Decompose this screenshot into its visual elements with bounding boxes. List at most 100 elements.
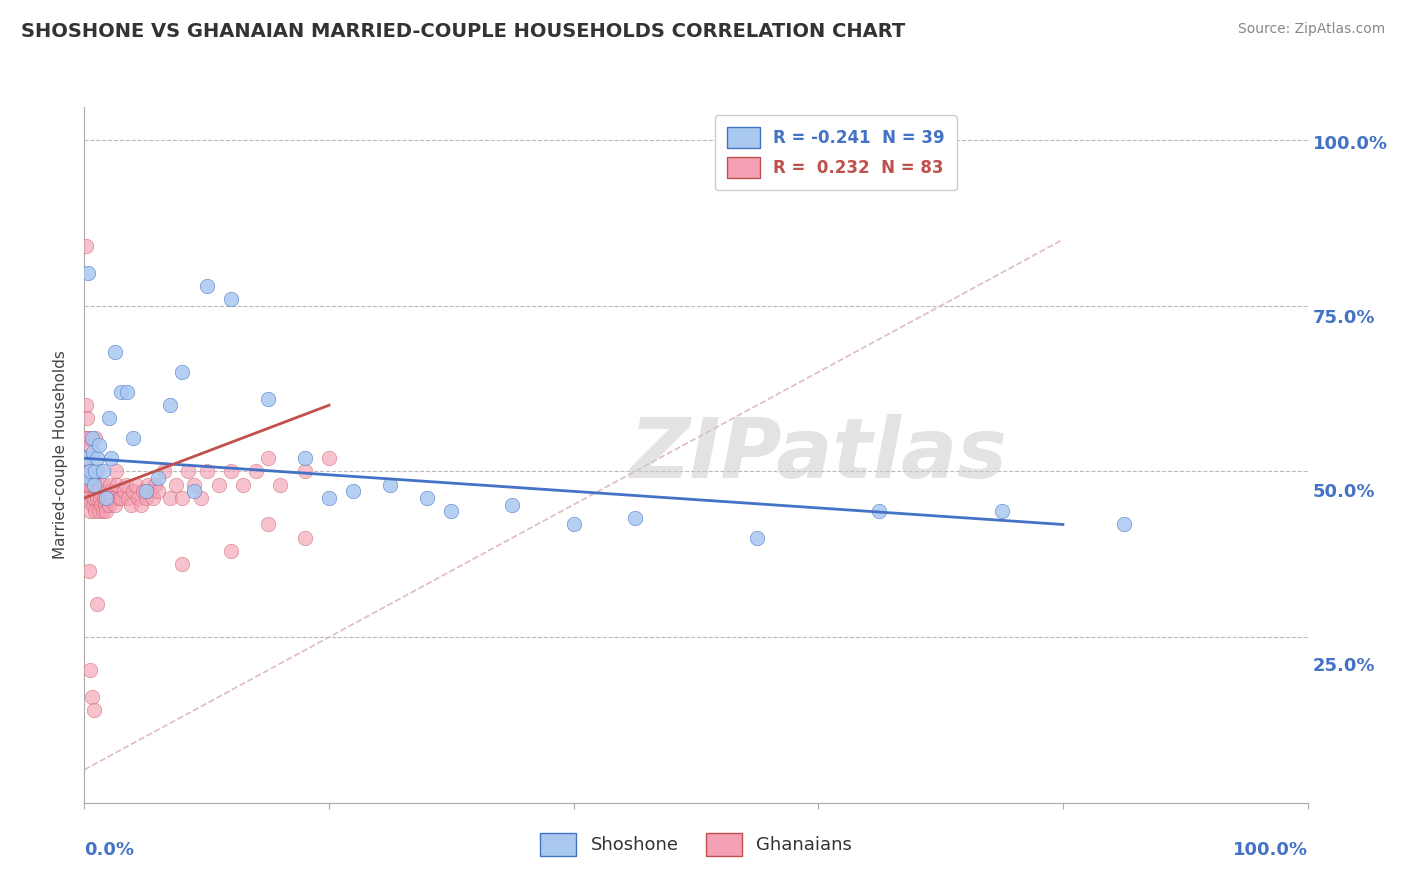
Point xyxy=(87,504,110,518)
Point xyxy=(294,451,316,466)
Point xyxy=(77,471,100,485)
Point xyxy=(75,239,97,253)
Point xyxy=(991,504,1014,518)
Point xyxy=(82,471,104,485)
Point xyxy=(104,345,127,359)
Point xyxy=(98,477,121,491)
Point xyxy=(76,477,98,491)
Point xyxy=(122,431,145,445)
Point xyxy=(94,498,117,512)
Point xyxy=(416,491,439,505)
Point xyxy=(112,484,135,499)
Point xyxy=(96,491,118,505)
Point xyxy=(172,365,194,379)
Point xyxy=(77,431,100,445)
Point xyxy=(82,498,104,512)
Point xyxy=(100,484,122,499)
Point xyxy=(87,438,110,452)
Point xyxy=(219,292,242,306)
Point xyxy=(79,438,101,452)
Point xyxy=(83,477,105,491)
Point xyxy=(89,491,111,505)
Point xyxy=(257,517,280,532)
Point xyxy=(83,703,105,717)
Point xyxy=(294,531,316,545)
Point xyxy=(104,498,127,512)
Point xyxy=(83,491,105,505)
Point xyxy=(75,398,97,412)
Point xyxy=(107,491,129,505)
Point xyxy=(117,491,139,505)
Point xyxy=(97,411,120,425)
Text: Source: ZipAtlas.com: Source: ZipAtlas.com xyxy=(1237,22,1385,37)
Point xyxy=(183,484,205,499)
Point xyxy=(84,504,107,518)
Point xyxy=(257,451,280,466)
Point xyxy=(77,477,100,491)
Point xyxy=(1114,517,1136,532)
Point xyxy=(165,477,187,491)
Point xyxy=(101,491,124,505)
Point xyxy=(86,491,108,505)
Point xyxy=(79,663,101,677)
Point xyxy=(115,384,138,399)
Point xyxy=(77,564,100,578)
Point xyxy=(80,477,103,491)
Point xyxy=(190,491,212,505)
Point xyxy=(208,477,231,491)
Point xyxy=(172,558,194,572)
Point xyxy=(380,477,402,491)
Point xyxy=(142,491,165,505)
Point xyxy=(177,465,200,479)
Point xyxy=(76,451,98,466)
Text: 0.0%: 0.0% xyxy=(84,841,135,859)
Point xyxy=(245,465,267,479)
Point xyxy=(87,477,110,491)
Point xyxy=(110,384,132,399)
Point xyxy=(232,477,254,491)
Point xyxy=(96,504,118,518)
Point xyxy=(100,451,122,466)
Point xyxy=(110,491,132,505)
Point xyxy=(440,504,463,518)
Point xyxy=(146,484,169,499)
Point xyxy=(90,498,112,512)
Point xyxy=(84,431,107,445)
Point xyxy=(91,465,114,479)
Text: SHOSHONE VS GHANAIAN MARRIED-COUPLE HOUSEHOLDS CORRELATION CHART: SHOSHONE VS GHANAIAN MARRIED-COUPLE HOUS… xyxy=(21,22,905,41)
Point xyxy=(624,511,647,525)
Point xyxy=(195,465,218,479)
Point xyxy=(146,471,169,485)
Point xyxy=(91,477,114,491)
Point xyxy=(83,465,105,479)
Point xyxy=(122,484,145,499)
Point xyxy=(172,491,194,505)
Point xyxy=(86,465,108,479)
Point xyxy=(97,491,120,505)
Text: ZIPatlas: ZIPatlas xyxy=(630,415,1007,495)
Point xyxy=(79,465,101,479)
Point xyxy=(77,491,100,505)
Y-axis label: Married-couple Households: Married-couple Households xyxy=(53,351,69,559)
Point xyxy=(135,491,157,505)
Point xyxy=(91,504,114,518)
Point xyxy=(79,504,101,518)
Point xyxy=(132,484,155,499)
Point xyxy=(87,484,110,499)
Point xyxy=(76,411,98,425)
Point xyxy=(125,477,148,491)
Point xyxy=(294,465,316,479)
Point xyxy=(105,465,128,479)
Point xyxy=(86,451,108,466)
Point xyxy=(127,491,149,505)
Legend: Shoshone, Ghanaians: Shoshone, Ghanaians xyxy=(533,826,859,863)
Point xyxy=(747,531,769,545)
Point xyxy=(562,517,585,532)
Point xyxy=(257,392,280,406)
Point xyxy=(318,451,340,466)
Point xyxy=(97,498,120,512)
Point xyxy=(75,431,97,445)
Point xyxy=(80,491,103,505)
Point xyxy=(86,597,108,611)
Point xyxy=(139,484,162,499)
